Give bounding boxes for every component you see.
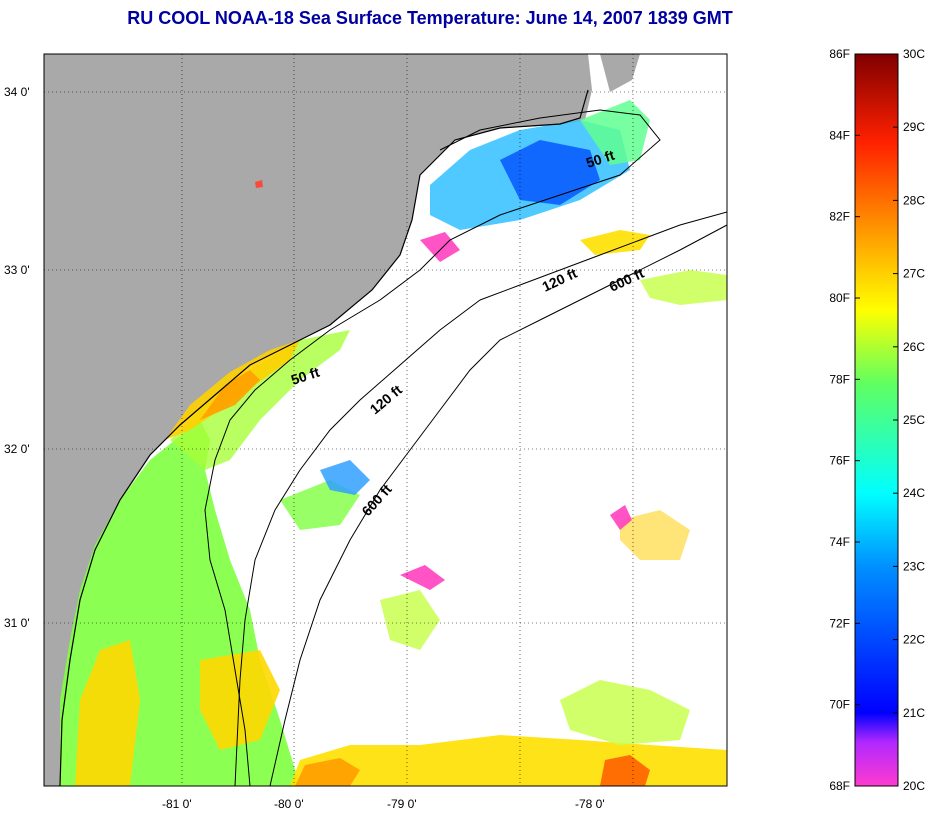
map-frame: [43, 53, 728, 787]
bathymetry-contours: [59, 89, 727, 786]
contour-label-600ft-north: 600 ft: [607, 265, 647, 295]
contour-label-120ft-north: 120 ft: [540, 265, 580, 295]
lon-label-80: -80 0': [274, 797, 304, 811]
colorbar-f-label: 78F: [829, 372, 850, 386]
colorbar-f-label: 86F: [829, 47, 850, 61]
colorbar-c-label: 26C: [903, 340, 925, 354]
sst-map: 50 ft 50 ft 120 ft 120 ft 600 ft 600 ft …: [4, 53, 728, 811]
colorbar-c-label: 23C: [903, 559, 925, 573]
colorbar-c-label: 24C: [903, 486, 925, 500]
land-area-north: [600, 54, 640, 92]
lon-label-79: -79 0': [387, 797, 417, 811]
colorbar-c-label: 22C: [903, 633, 925, 647]
coastline: [59, 89, 589, 786]
map-title: RU COOL NOAA-18 Sea Surface Temperature:…: [127, 8, 733, 28]
lat-label-33: 33 0': [4, 263, 30, 277]
colorbar-f-label: 84F: [829, 128, 850, 142]
land-area: [44, 54, 592, 786]
colorbar-c-label: 21C: [903, 706, 925, 720]
contour-label-120ft-south: 120 ft: [367, 381, 406, 417]
lon-label-78: -78 0': [575, 797, 605, 811]
contour-600ft-line: [269, 224, 727, 786]
colorbar-c-label: 30C: [903, 47, 925, 61]
colorbar-f-label: 82F: [829, 210, 850, 224]
lat-label-32: 32 0': [4, 442, 30, 456]
colorbar-f-label: 70F: [829, 698, 850, 712]
lat-label-34: 34 0': [4, 85, 30, 99]
contour-label-600ft-south: 600 ft: [358, 481, 395, 519]
contour-120ft-line: [234, 211, 727, 786]
colorbar-f-label: 68F: [829, 779, 850, 793]
colorbar-gradient: [854, 53, 899, 787]
sst-data: [60, 100, 727, 786]
colorbar-c-label: 25C: [903, 413, 925, 427]
lat-label-31: 31 0': [4, 616, 30, 630]
colorbar-f-label: 72F: [829, 616, 850, 630]
colorbar-f-label: 74F: [829, 535, 850, 549]
colorbar-c-label: 20C: [903, 779, 925, 793]
contour-50ft-line: [204, 109, 661, 786]
colorbar-f-label: 76F: [829, 454, 850, 468]
colorbar-c-label: 28C: [903, 193, 925, 207]
colorbar-c-label: 27C: [903, 267, 925, 281]
lon-label-81: -81 0': [162, 797, 192, 811]
colorbar-f-label: 80F: [829, 291, 850, 305]
colorbar-c-label: 29C: [903, 120, 925, 134]
